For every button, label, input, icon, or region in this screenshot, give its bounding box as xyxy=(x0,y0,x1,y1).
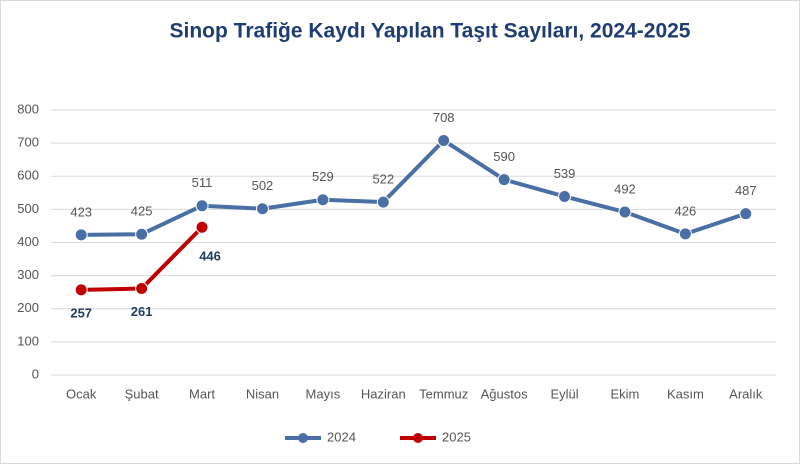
data-label: 446 xyxy=(199,249,221,264)
y-tick-label: 700 xyxy=(17,135,39,150)
legend-marker xyxy=(298,433,308,443)
point xyxy=(195,220,209,234)
data-label: 492 xyxy=(614,181,636,196)
point xyxy=(74,283,88,297)
data-label: 261 xyxy=(131,304,153,319)
x-tick-label: Eylül xyxy=(550,386,578,401)
y-tick-label: 600 xyxy=(17,168,39,183)
x-tick-label: Ekim xyxy=(611,386,640,401)
point xyxy=(618,205,632,219)
data-label: 502 xyxy=(252,178,274,193)
point xyxy=(376,195,390,209)
point xyxy=(74,228,88,242)
legend-label: 2024 xyxy=(327,429,356,444)
point xyxy=(739,207,753,221)
point xyxy=(135,282,149,296)
data-label: 423 xyxy=(70,204,92,219)
x-tick-label: Şubat xyxy=(125,386,159,401)
x-tick-label: Mart xyxy=(189,386,215,401)
point xyxy=(678,227,692,241)
x-tick-label: Ağustos xyxy=(481,386,528,401)
data-label: 708 xyxy=(433,110,455,125)
data-label: 426 xyxy=(675,203,697,218)
series-line xyxy=(81,138,747,237)
data-label: 522 xyxy=(372,172,394,187)
y-tick-label: 800 xyxy=(17,101,39,116)
y-tick-label: 500 xyxy=(17,201,39,216)
data-label: 511 xyxy=(192,175,213,190)
y-tick-label: 0 xyxy=(32,366,39,381)
x-tick-label: Kasım xyxy=(667,386,704,401)
x-tick-label: Temmuz xyxy=(419,386,468,401)
point xyxy=(558,189,572,203)
point xyxy=(497,173,511,187)
x-tick-label: Mayıs xyxy=(306,386,341,401)
legend-marker xyxy=(413,433,423,443)
y-tick-label: 100 xyxy=(17,333,39,348)
x-tick-label: Haziran xyxy=(361,386,406,401)
legend-label: 2025 xyxy=(442,429,471,444)
chart-title: Sinop Trafiğe Kaydı Yapılan Taşıt Sayıla… xyxy=(170,20,691,43)
x-tick-label: Ocak xyxy=(66,386,97,401)
data-label: 529 xyxy=(312,169,334,184)
data-label: 425 xyxy=(131,204,153,219)
point xyxy=(316,193,330,207)
data-label: 257 xyxy=(70,305,92,320)
y-tick-label: 300 xyxy=(17,267,39,282)
y-tick-label: 200 xyxy=(17,300,39,315)
point xyxy=(195,199,209,213)
point xyxy=(135,227,149,241)
x-tick-label: Nisan xyxy=(246,386,279,401)
data-label: 487 xyxy=(735,183,757,198)
point xyxy=(255,202,269,216)
point xyxy=(437,133,451,147)
data-label: 539 xyxy=(554,166,576,181)
x-tick-label: Aralık xyxy=(729,386,763,401)
data-label: 590 xyxy=(493,149,515,164)
y-tick-label: 400 xyxy=(17,234,39,249)
